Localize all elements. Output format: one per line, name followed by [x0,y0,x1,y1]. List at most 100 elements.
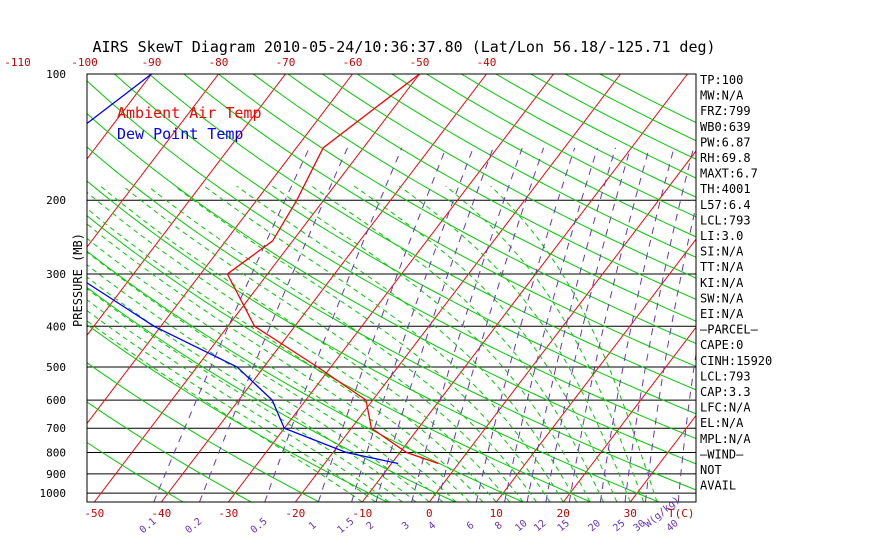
top-temp-tick-label: -110 [4,56,31,69]
moist-adiabat [87,251,444,502]
moist-adiabat [87,191,497,502]
mixing-ratio-line [568,147,650,502]
isotherm-line [87,74,219,248]
profile-lines [87,74,439,465]
moist-adiabat [87,320,363,502]
moist-adiabat [147,185,537,502]
isotherm-line [629,414,696,502]
stat-item: L57:6.4 [700,198,751,212]
mixing-ratio-line [624,147,695,502]
air-temp-line [226,74,439,465]
dry-adiabat [218,74,696,345]
dry-adiabat [461,74,696,198]
moist-adiabat [236,185,578,502]
top-temp-tick-label: -100 [71,56,98,69]
stat-item: NOT [700,463,722,477]
axis-labels: 1002003004005006007008009001000-120-110-… [4,56,695,536]
moist-adiabat [87,223,470,502]
stat-item: —WIND— [700,447,744,461]
x-axis-unit-label: T(C) [668,507,695,520]
bottom-temp-tick-label: 0 [426,507,433,520]
moist-adiabat [398,185,631,502]
mixing-ratio-line [264,147,403,502]
mixing-ratio-line [545,147,632,502]
mixing-ratio-label: 40 [665,518,681,534]
dew-point-line [87,74,399,465]
stat-item: LI:3.0 [700,229,743,243]
pressure-tick-label: 600 [46,394,66,407]
moist-adiabat [100,185,511,502]
stat-item: TP:100 [700,73,743,87]
isotherm-line [562,326,696,502]
stat-item: TT:N/A [700,260,744,274]
bottom-temp-tick-label: -40 [151,507,171,520]
stat-item: LFC:N/A [700,401,751,415]
moist-adiabat [174,185,551,502]
mixing-ratio-label: 20 [587,518,603,534]
bottom-temp-tick-label: 10 [490,507,503,520]
isotherm-line [764,74,870,502]
top-temp-tick-label: -40 [477,56,497,69]
mixing-ratio-line [475,147,576,502]
moist-adiabat [87,310,376,502]
mixing-ratio-label: 0.2 [183,516,204,536]
stat-item: FRZ:799 [700,104,751,118]
moist-adiabat [87,207,484,502]
stat-item: MPL:N/A [700,432,751,446]
legend: Ambient Air Temp Dew Point Temp [117,104,262,143]
dry-adiabat [87,112,696,465]
mixing-ratio-line [437,147,545,502]
top-temp-tick-label: -50 [410,56,430,69]
dry-adiabat [530,74,696,160]
top-temp-tick-label: -90 [142,56,162,69]
moist-adiabat [353,185,618,502]
isotherm-line [160,74,487,502]
stat-item: LCL:793 [700,369,751,383]
top-temp-tick-label: -80 [209,56,229,69]
dry-adiabat [287,74,696,300]
mixing-ratio-label: 25 [611,518,627,534]
isotherm-line [87,74,286,337]
bottom-temp-tick-label: -20 [285,507,305,520]
moist-adiabat [271,185,591,502]
chart-title: AIRS SkewT Diagram 2010-05-24/10:36:37.8… [92,38,715,56]
pressure-tick-label: 100 [46,68,66,81]
bottom-temp-tick-label: -30 [218,507,238,520]
isotherm-line [87,74,152,160]
stat-item: —PARCEL— [700,323,759,337]
moist-adiabat [311,185,604,502]
dry-adiabat [183,74,696,367]
mixing-ratio-line [153,147,310,502]
stat-item: PW:6.87 [700,135,751,149]
pressure-tick-label: 400 [46,320,66,333]
stat-item: SW:N/A [700,291,744,305]
mixing-ratio-label: 0.5 [249,516,270,536]
mixing-ratio-label: 8 [493,520,505,532]
legend-dew-point: Dew Point Temp [117,125,243,143]
isotherm-line [93,74,420,502]
pressure-tick-label: 300 [46,268,66,281]
stat-item: WB0:639 [700,120,751,134]
bottom-temp-tick-label: -10 [352,507,372,520]
stat-item: CAPE:0 [700,338,743,352]
stat-item: LCL:793 [700,213,751,227]
dry-adiabat [495,74,696,179]
mixing-ratio-label: 10 [513,518,529,534]
moist-adiabat [87,288,403,502]
dry-adiabat [87,250,524,502]
stat-item: SI:N/A [700,245,744,259]
isotherm-line [227,74,554,502]
top-temp-tick-label: -70 [276,56,296,69]
moist-adiabat [445,185,645,502]
mixing-ratio-label: 15 [556,518,572,534]
mixing-ratio-line [526,147,616,502]
moist-adiabat [203,185,564,502]
plot-frame [86,73,697,503]
mixing-ratio-label: 2 [365,520,377,532]
pressure-tick-label: 1000 [40,487,67,500]
mixing-ratio-label: 4 [426,520,438,532]
dry-adiabat [87,146,696,491]
top-temp-tick-label: -60 [343,56,363,69]
mixing-ratio-line [351,147,474,502]
